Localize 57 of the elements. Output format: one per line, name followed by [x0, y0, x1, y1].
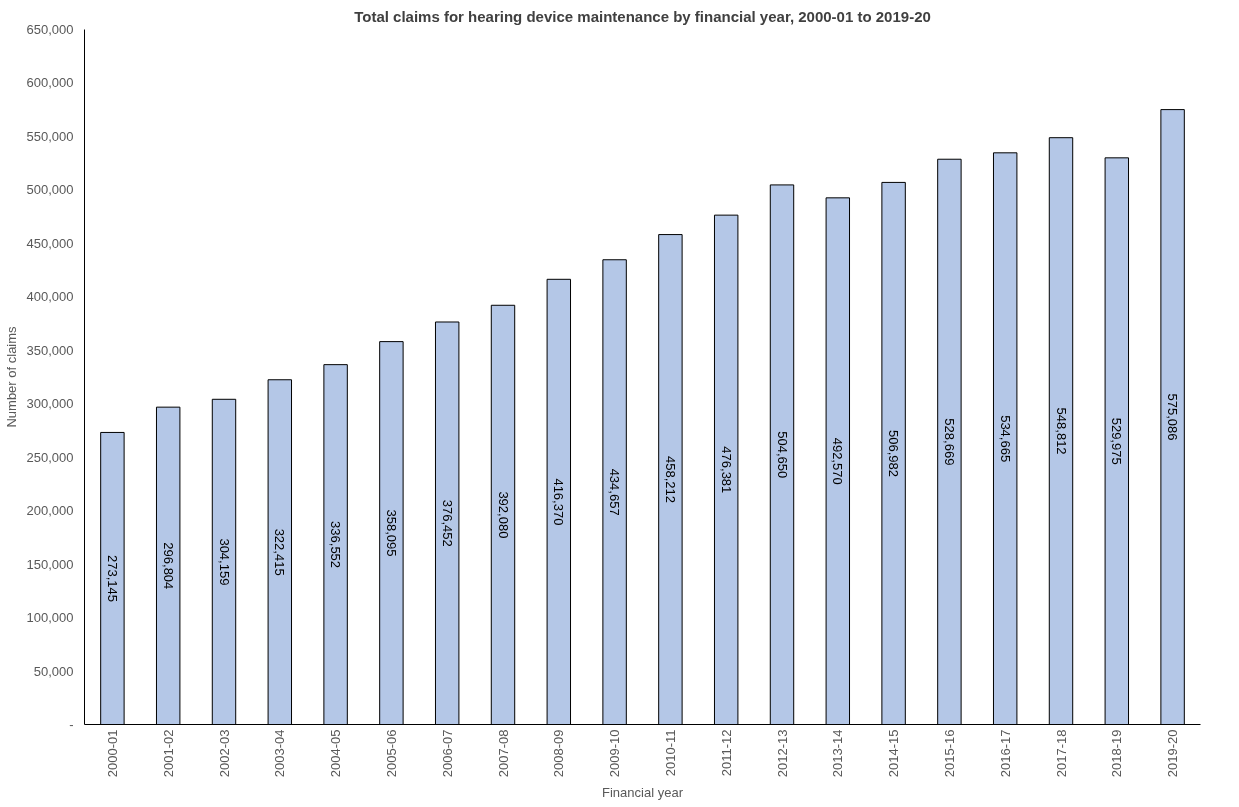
x-tick-label: 2014-15	[886, 729, 902, 778]
data-label: 322,415	[272, 528, 288, 576]
x-tick-label: 2003-04	[272, 729, 288, 778]
data-label: 336,552	[328, 521, 344, 569]
data-label: 534,665	[997, 415, 1013, 463]
y-tick-label: 150,000	[26, 556, 74, 572]
x-tick-label: 2000-01	[104, 729, 120, 778]
y-tick-label: 400,000	[26, 289, 74, 305]
x-tick-label: 2001-02	[160, 729, 176, 778]
data-label: 492,570	[830, 437, 846, 485]
data-label: 392,080	[495, 491, 511, 539]
data-label: 296,804	[160, 542, 176, 590]
x-tick-label: 2002-03	[216, 729, 232, 778]
data-label: 476,381	[718, 446, 734, 494]
y-tick-label: 600,000	[26, 75, 74, 91]
data-label: 304,159	[216, 538, 232, 586]
x-tick-label: 2016-17	[997, 729, 1013, 778]
x-tick-label: 2017-18	[1053, 729, 1069, 778]
x-tick-label: 2019-20	[1165, 729, 1181, 778]
x-tick-label: 2008-09	[551, 729, 567, 778]
y-tick-label: 300,000	[26, 396, 74, 412]
y-tick-label: 100,000	[26, 610, 74, 626]
y-tick-label: 250,000	[26, 449, 74, 465]
data-label: 458,212	[662, 456, 678, 504]
x-tick-label: 2012-13	[774, 729, 790, 778]
x-tick-label: 2009-10	[607, 729, 623, 778]
chart-title: Total claims for hearing device maintenance by financial year, 2000-01 to 2019-20	[354, 7, 931, 25]
x-tick-label: 2015-16	[941, 729, 957, 778]
data-label: 376,452	[439, 499, 455, 547]
x-tick-label: 2013-14	[830, 729, 846, 778]
data-label: 548,812	[1053, 407, 1069, 455]
x-tick-label: 2004-05	[328, 729, 344, 778]
x-tick-label: 2007-08	[495, 729, 511, 778]
data-label: 416,370	[551, 478, 567, 526]
y-tick-label: 450,000	[26, 235, 74, 251]
x-tick-label: 2011-12	[718, 729, 734, 777]
x-tick-label: 2005-06	[383, 729, 399, 778]
y-tick-label: 500,000	[26, 182, 74, 198]
data-label: 529,975	[1109, 417, 1125, 465]
data-label: 506,982	[886, 429, 902, 477]
x-axis-title: Financial year	[602, 785, 684, 801]
y-tick-label: 50,000	[33, 663, 74, 679]
data-label: 575,086	[1165, 393, 1181, 441]
x-tick-label: 2010-11	[662, 729, 678, 777]
y-axis-title: Number of claims	[3, 325, 19, 428]
y-tick-label: 200,000	[26, 503, 74, 519]
data-label: 358,095	[383, 509, 399, 557]
y-tick-label: 650,000	[26, 22, 74, 37]
data-label: 434,657	[607, 468, 623, 516]
x-tick-label: 2006-07	[439, 729, 455, 778]
y-tick-label: -	[69, 717, 74, 732]
data-label: 273,145	[104, 554, 120, 602]
y-tick-label: 550,000	[26, 128, 74, 144]
y-tick-label: 350,000	[26, 342, 74, 358]
x-tick-label: 2018-19	[1109, 729, 1125, 778]
data-label: 504,650	[774, 431, 790, 479]
data-label: 528,669	[941, 418, 957, 466]
